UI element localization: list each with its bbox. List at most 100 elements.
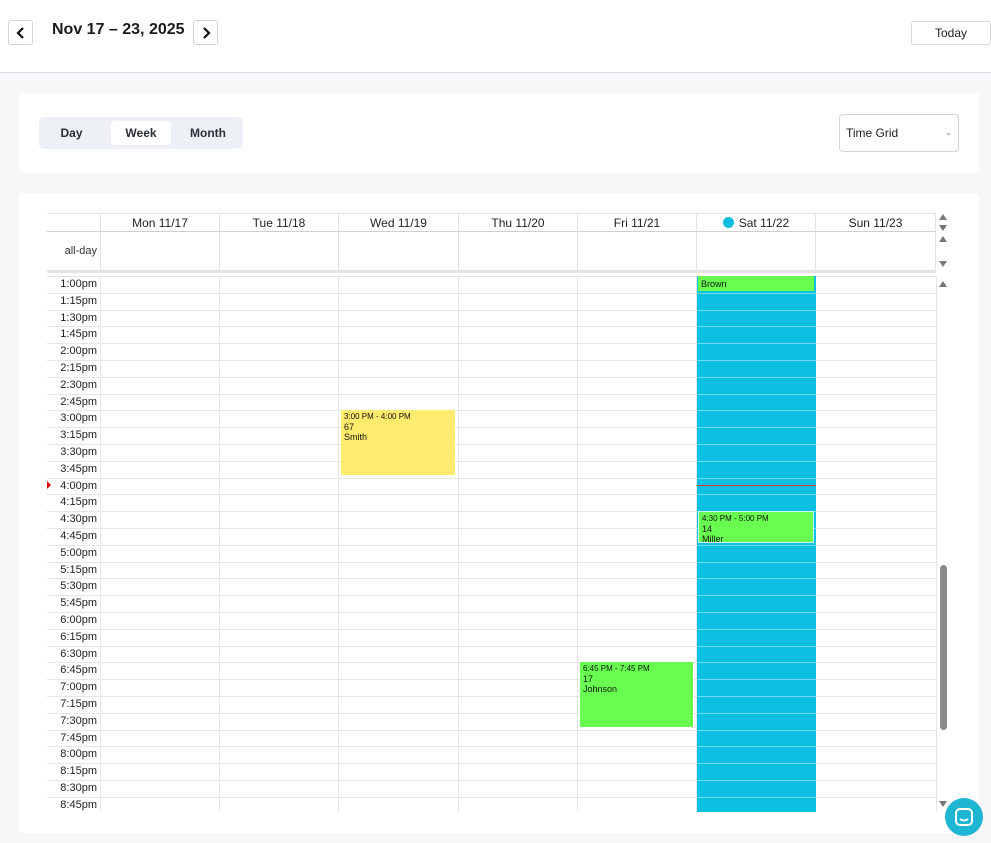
- time-slot-line: [47, 292, 936, 294]
- time-slot-line: [47, 360, 936, 361]
- time-slot-line: [47, 477, 936, 479]
- allday-scroll-up-arrow-icon[interactable]: [939, 236, 947, 242]
- time-label: 3:00pm: [60, 412, 97, 425]
- day-header-sun: Sun 11/23: [815, 213, 936, 232]
- time-slot-line: [47, 679, 936, 681]
- event-number: 14: [702, 524, 713, 534]
- time-label: 8:30pm: [60, 782, 97, 794]
- today-indicator-dot: [722, 217, 734, 228]
- day-header-tue: Tue 11/18: [219, 213, 338, 232]
- event-smith[interactable]: 3:00 PM - 4:00 PM 67 Smith: [341, 410, 455, 475]
- time-slot-line: [47, 712, 936, 714]
- time-slot-line: [47, 343, 936, 345]
- today-slot-line: [697, 376, 816, 378]
- time-label: 4:45pm: [60, 530, 97, 542]
- time-slot-line: [47, 612, 936, 613]
- today-slot-line: [697, 780, 816, 781]
- current-time-arrow-icon: [47, 481, 51, 489]
- time-slot-line: [47, 460, 936, 462]
- time-slot-line: [47, 729, 936, 731]
- time-slot-line: [47, 544, 936, 546]
- today-slot-line: [697, 444, 816, 445]
- previous-week-button[interactable]: [8, 20, 33, 45]
- event-time: 6:45 PM - 7:45 PM: [583, 664, 650, 673]
- today-button[interactable]: Today: [911, 21, 991, 45]
- grid-scrollbar-thumb[interactable]: [940, 565, 947, 730]
- time-slot-line: [47, 796, 936, 798]
- time-slot-line: [47, 628, 936, 630]
- day-header-wed: Wed 11/19: [338, 213, 458, 232]
- time-label: 8:15pm: [60, 765, 97, 778]
- time-slot-line: [47, 780, 936, 781]
- today-slot-line: [697, 662, 816, 664]
- grid-scroll-up-arrow-icon[interactable]: [939, 281, 947, 287]
- today-slot-line: [697, 578, 816, 580]
- day-header-sat-label: Sat 11/22: [738, 215, 790, 230]
- day-column-divider: [577, 276, 578, 812]
- view-week-button[interactable]: Week: [111, 121, 171, 145]
- time-label: 2:15pm: [60, 362, 97, 374]
- today-slot-line: [697, 477, 816, 479]
- time-label: 7:00pm: [60, 681, 97, 694]
- event-johnson[interactable]: 6:45 PM - 7:45 PM 17 Johnson: [580, 662, 693, 727]
- time-slot-line: [47, 662, 936, 664]
- time-label: 3:45pm: [60, 462, 97, 475]
- time-label: 2:45pm: [60, 395, 97, 408]
- today-slot-line: [697, 595, 816, 597]
- grid-mode-select[interactable]: Time Grid ⌄: [839, 114, 959, 152]
- time-slot-line: [47, 561, 936, 563]
- allday-cell[interactable]: [219, 232, 338, 273]
- next-week-button[interactable]: [193, 20, 218, 45]
- time-slot-line: [47, 326, 936, 328]
- chevron-left-icon: [15, 26, 24, 39]
- time-label: 4:15pm: [60, 496, 97, 509]
- today-slot-line: [697, 309, 816, 311]
- time-label: 3:30pm: [60, 446, 97, 458]
- time-label: 2:30pm: [60, 378, 97, 391]
- allday-cell[interactable]: [100, 232, 219, 273]
- day-header-fri: Fri 11/21: [577, 213, 696, 232]
- time-slot-line: [47, 444, 936, 445]
- allday-cell[interactable]: [577, 232, 696, 273]
- view-month-button[interactable]: Month: [190, 126, 226, 140]
- time-slot-line: [47, 528, 936, 529]
- event-brown[interactable]: Brown: [698, 276, 814, 291]
- view-switcher: Day Week Month: [39, 117, 243, 149]
- calendar-panel: [19, 193, 979, 833]
- event-name: Miller: [702, 534, 724, 543]
- chat-launcher-button[interactable]: [945, 798, 983, 836]
- time-label: 2:00pm: [60, 345, 97, 358]
- today-slot-line: [697, 292, 816, 294]
- time-label: 6:45pm: [60, 664, 97, 677]
- allday-cell[interactable]: [458, 232, 577, 273]
- time-label: 1:00pm: [60, 278, 97, 290]
- scroll-down-arrow-icon[interactable]: [939, 225, 947, 231]
- event-time: 4:30 PM - 5:00 PM: [702, 514, 769, 523]
- today-slot-line: [697, 427, 816, 429]
- today-slot-line: [697, 544, 816, 546]
- event-number: 67: [344, 422, 355, 432]
- time-label: 5:30pm: [60, 580, 97, 593]
- allday-cell[interactable]: [815, 232, 936, 273]
- view-day-button[interactable]: Day: [60, 126, 83, 140]
- time-label: 6:30pm: [60, 647, 97, 660]
- event-miller[interactable]: 4:30 PM - 5:00 PM 14 Miller: [698, 511, 814, 543]
- chat-icon: [955, 808, 973, 826]
- time-slot-line: [47, 511, 936, 513]
- time-label: 5:15pm: [60, 563, 97, 576]
- today-slot-line: [697, 746, 816, 748]
- allday-cell[interactable]: [338, 232, 458, 273]
- time-slot-line: [47, 410, 936, 412]
- today-slot-line: [697, 679, 816, 681]
- allday-scroll-down-arrow-icon[interactable]: [939, 261, 947, 267]
- time-slot-line: [47, 309, 936, 311]
- grid-scroll-down-arrow-icon[interactable]: [939, 801, 947, 807]
- today-column-highlight: [697, 276, 816, 812]
- today-slot-line: [697, 796, 816, 798]
- allday-cell[interactable]: [696, 232, 815, 273]
- time-label: 1:45pm: [60, 328, 97, 341]
- event-name: Brown: [701, 279, 727, 289]
- scroll-up-arrow-icon[interactable]: [939, 214, 947, 220]
- time-label: 1:15pm: [60, 294, 97, 307]
- time-label: 5:45pm: [60, 597, 97, 610]
